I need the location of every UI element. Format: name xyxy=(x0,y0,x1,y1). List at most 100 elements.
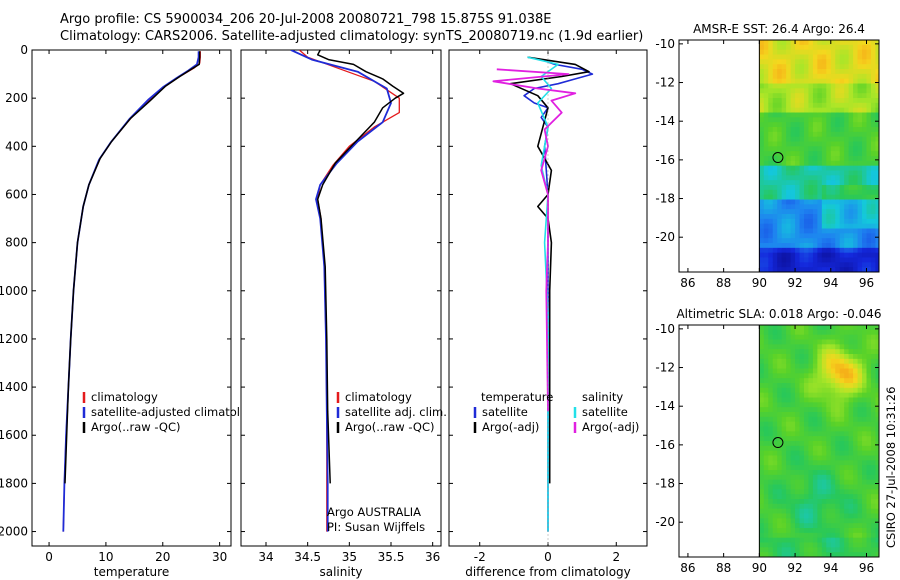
heatmap-cell xyxy=(830,354,836,360)
heatmap-cell xyxy=(790,484,796,490)
heatmap-cell xyxy=(857,199,863,205)
heatmap-cell xyxy=(804,494,810,500)
heatmap-cell xyxy=(844,107,850,114)
heatmap-cell xyxy=(857,349,863,355)
heatmap-cell xyxy=(799,44,805,51)
heatmap-cell xyxy=(799,204,805,210)
heatmap-cell xyxy=(772,402,778,408)
heatmap-cell xyxy=(821,175,827,181)
heatmap-cell xyxy=(853,329,859,336)
heatmap-cell xyxy=(808,354,814,360)
heatmap-cell xyxy=(862,358,868,365)
map-title: Altimetric SLA: 0.018 Argo: -0.046 xyxy=(676,307,881,321)
heatmap-cell xyxy=(870,397,877,403)
heatmap-cell xyxy=(870,73,877,80)
heatmap-cell xyxy=(781,479,787,486)
heatmap-cell xyxy=(844,402,850,408)
heatmap-cell xyxy=(875,392,879,399)
heatmap-cell xyxy=(790,431,796,437)
heatmap-cell xyxy=(812,508,818,515)
heatmap-cell xyxy=(826,499,832,505)
y-tick-label: -14 xyxy=(655,114,675,128)
heatmap-cell xyxy=(812,189,818,196)
heatmap-cell xyxy=(870,228,877,234)
heatmap-cell xyxy=(812,416,818,423)
heatmap-cell xyxy=(853,170,859,176)
heatmap-cell xyxy=(795,421,801,428)
heatmap-cell xyxy=(857,69,863,75)
heatmap-cell xyxy=(759,354,765,360)
heatmap-cell xyxy=(839,122,845,128)
heatmap-cell xyxy=(821,431,827,437)
heatmap-cell xyxy=(817,252,823,259)
heatmap-cell xyxy=(853,194,859,201)
heatmap-cell xyxy=(808,436,814,442)
heatmap-cell xyxy=(857,102,863,109)
heatmap-cell xyxy=(804,383,810,389)
heatmap-cell xyxy=(857,547,863,553)
heatmap-cell xyxy=(844,479,850,486)
heatmap-cell xyxy=(790,532,796,539)
heatmap-cell xyxy=(799,358,805,365)
heatmap-cell xyxy=(812,247,818,254)
heatmap-cell xyxy=(808,349,814,355)
heatmap-cell xyxy=(812,378,818,384)
heatmap-cell xyxy=(866,247,872,254)
heatmap-cell xyxy=(781,484,787,490)
heatmap-cell xyxy=(812,141,818,147)
heatmap-cell xyxy=(799,489,805,495)
heatmap-cell xyxy=(817,78,823,85)
heatmap-cell xyxy=(839,78,845,85)
heatmap-cell xyxy=(862,368,868,374)
heatmap-cell xyxy=(866,494,872,500)
heatmap-cell xyxy=(875,44,879,51)
heatmap-cell xyxy=(781,238,787,244)
heatmap-cell xyxy=(875,470,879,476)
heatmap-cell xyxy=(862,484,868,490)
heatmap-cell xyxy=(804,474,810,481)
heatmap-cell xyxy=(790,233,796,239)
heatmap-cell xyxy=(839,508,845,515)
heatmap-cell xyxy=(826,267,832,272)
heatmap-cell xyxy=(817,339,823,345)
heatmap-cell xyxy=(777,513,783,519)
heatmap-cell xyxy=(759,474,765,481)
heatmap-cell xyxy=(804,112,810,118)
heatmap-cell xyxy=(826,436,832,442)
heatmap-cell xyxy=(870,199,877,205)
heatmap-cell xyxy=(857,146,863,152)
heatmap-cell xyxy=(786,426,792,432)
heatmap-cell xyxy=(786,397,792,403)
heatmap-cell xyxy=(862,344,868,350)
heatmap-cell xyxy=(759,127,765,133)
heatmap-cell xyxy=(812,426,818,432)
heatmap-cell xyxy=(826,484,832,490)
heatmap-cell xyxy=(808,54,814,60)
heatmap-cell xyxy=(853,416,859,423)
heatmap-cell xyxy=(772,383,778,389)
heatmap-cell xyxy=(804,537,810,544)
heatmap-cell xyxy=(772,262,778,268)
heatmap-cell xyxy=(804,165,810,172)
heatmap-cell xyxy=(866,523,872,529)
heatmap-cell xyxy=(830,175,836,181)
heatmap-cell xyxy=(857,344,863,350)
heatmap-cell xyxy=(839,358,845,365)
heatmap-cell xyxy=(826,528,832,534)
heatmap-cell xyxy=(772,98,778,104)
heatmap-cell xyxy=(866,257,872,263)
heatmap-cell xyxy=(839,431,845,437)
heatmap-cell xyxy=(866,329,872,336)
heatmap-cell xyxy=(848,484,854,490)
heatmap-cell xyxy=(790,479,796,486)
heatmap-cell xyxy=(830,102,836,109)
heatmap-cell xyxy=(817,431,823,437)
heatmap-cell xyxy=(848,214,854,220)
heatmap-cell xyxy=(786,141,792,147)
argo-position-marker xyxy=(772,437,784,449)
heatmap-cell xyxy=(866,156,872,162)
heatmap-cell xyxy=(870,445,877,452)
heatmap-cell xyxy=(817,136,823,143)
diff-legend-salinity-title: salinity xyxy=(582,390,623,404)
heatmap-cell xyxy=(835,494,841,500)
